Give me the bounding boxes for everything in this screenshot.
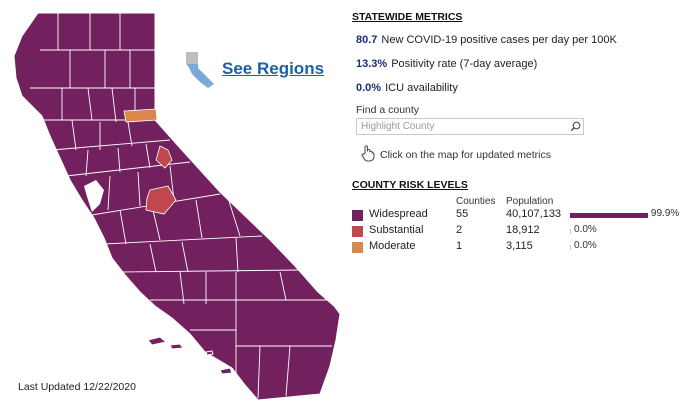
risk-level-row-substantial[interactable]: Substantial 2 18,912 0.0% — [352, 224, 700, 240]
substantial-swatch — [352, 226, 363, 237]
metric-value-cases: 80.7 — [356, 34, 378, 46]
sf-bay — [84, 180, 104, 212]
metric-label-positivity: Positivity rate (7-day average) — [391, 58, 538, 70]
metric-row-cases: 80.7 New COVID-19 positive cases per day … — [356, 34, 617, 46]
county-boundaries — [30, 13, 336, 400]
metric-row-positivity: 13.3% Positivity rate (7-day average) — [356, 58, 537, 70]
moderate-swatch — [352, 242, 363, 253]
last-updated-text: Last Updated 12/22/2020 — [18, 381, 136, 393]
counties-column-header: Counties — [456, 196, 496, 207]
level-population: 3,115 — [506, 240, 533, 252]
level-name: Widespread — [369, 208, 428, 220]
channel-island — [169, 343, 184, 350]
county-mariposa-substantial[interactable] — [145, 185, 177, 215]
metric-value-positivity: 13.3% — [356, 58, 388, 70]
level-percent: 99.9% — [650, 208, 680, 219]
search-icon[interactable] — [570, 121, 581, 132]
channel-island — [205, 350, 214, 356]
widespread-swatch — [352, 210, 363, 221]
population-column-header: Population — [506, 196, 554, 207]
level-name: Moderate — [369, 240, 416, 252]
level-population: 18,912 — [506, 224, 540, 236]
pointer-hand-icon — [361, 145, 375, 162]
level-counties: 55 — [456, 208, 469, 220]
county-sierra-moderate[interactable] — [123, 108, 158, 123]
level-name: Substantial — [369, 224, 424, 236]
metric-label-icu: ICU availability — [385, 82, 458, 94]
level-percent-bar — [570, 213, 648, 218]
find-county-label: Find a county — [356, 104, 420, 116]
california-regions-icon — [186, 52, 214, 88]
metrics-panel: STATEWIDE METRICS 80.7 New COVID-19 posit… — [352, 0, 700, 407]
metric-row-icu: 0.0% ICU availability — [356, 82, 458, 94]
channel-island — [219, 367, 233, 375]
county-risk-levels-title: COUNTY RISK LEVELS — [352, 179, 468, 191]
click-map-hint: Click on the map for updated metrics — [380, 149, 551, 161]
see-regions-label[interactable]: See Regions — [222, 59, 325, 78]
metric-label-cases: New COVID-19 positive cases per day per … — [381, 34, 617, 46]
metric-value-icu: 0.0% — [356, 82, 382, 94]
california-state-shape[interactable] — [13, 12, 340, 401]
level-percent-bar — [570, 245, 571, 250]
california-county-map[interactable] — [0, 0, 340, 407]
level-population: 40,107,133 — [506, 208, 562, 220]
county-search-input[interactable] — [356, 118, 584, 135]
risk-level-row-moderate[interactable]: Moderate 1 3,115 0.0% — [352, 240, 700, 256]
statewide-metrics-title: STATEWIDE METRICS — [352, 11, 463, 23]
county-alpine-substantial[interactable] — [155, 145, 173, 169]
see-regions-link[interactable]: See Regions — [178, 50, 328, 90]
california-map-panel: See Regions Last Updated 12/22/2020 — [0, 0, 340, 407]
level-percent-bar — [570, 229, 571, 234]
level-counties: 1 — [456, 240, 463, 252]
level-percent: 0.0% — [574, 224, 597, 235]
channel-island — [147, 336, 168, 346]
level-percent: 0.0% — [574, 240, 597, 251]
risk-level-row-widespread[interactable]: Widespread 55 40,107,133 99.9% — [352, 208, 700, 224]
level-counties: 2 — [456, 224, 463, 236]
